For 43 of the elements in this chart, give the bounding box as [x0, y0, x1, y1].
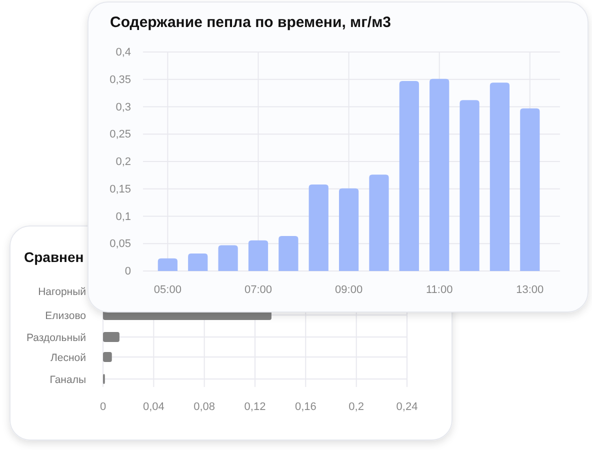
y-tick-label: Нагорный — [38, 286, 86, 298]
bar — [218, 245, 238, 271]
y-tick-label: 0,2 — [116, 156, 131, 168]
y-tick-label: 0,3 — [116, 101, 131, 114]
chart-title: Содержание пепла по времени, мг/м3 — [110, 14, 392, 31]
x-tick-label: 0,04 — [142, 401, 164, 413]
y-tick-label: 0,05 — [110, 238, 131, 250]
bar — [103, 332, 120, 342]
bar — [248, 240, 268, 271]
bar — [158, 258, 178, 271]
x-tick-label: 07:00 — [244, 284, 272, 296]
bar — [490, 82, 510, 271]
x-tick-label: 0,08 — [194, 401, 216, 413]
chart-title: Сравнен — [24, 249, 84, 265]
x-tick-label: 11:00 — [426, 284, 453, 296]
y-tick-label: 0,1 — [116, 210, 131, 223]
y-tick-label: Раздольный — [26, 332, 86, 344]
bar — [399, 81, 419, 271]
x-tick-label: 13:00 — [516, 284, 544, 296]
x-tick-label: 0,2 — [348, 401, 364, 413]
x-tick-label: 0 — [100, 401, 106, 413]
y-tick-label: 0,35 — [110, 74, 131, 86]
y-tick-label: 0,25 — [110, 128, 131, 141]
bar — [278, 236, 298, 271]
bar — [338, 188, 359, 271]
x-tick-label: 05:00 — [154, 284, 182, 296]
bar — [308, 184, 328, 271]
x-tick-label: 0,16 — [294, 401, 316, 413]
bar — [460, 100, 480, 271]
bar — [520, 108, 540, 271]
y-tick-label: 0 — [124, 266, 131, 278]
y-tick-label: Ганалы — [50, 374, 86, 386]
y-tick-label: 0,15 — [110, 183, 131, 196]
y-tick-label: Елизово — [45, 310, 86, 322]
y-tick-label: Лесной — [50, 352, 86, 364]
y-tick-label: 0,4 — [116, 46, 131, 59]
x-tick-label: 0,12 — [244, 401, 266, 413]
bar — [369, 174, 389, 271]
bar — [430, 78, 450, 271]
x-tick-label: 09:00 — [335, 284, 363, 296]
x-tick-label: 0,24 — [396, 401, 418, 413]
bar — [188, 253, 208, 271]
bar — [103, 352, 112, 362]
